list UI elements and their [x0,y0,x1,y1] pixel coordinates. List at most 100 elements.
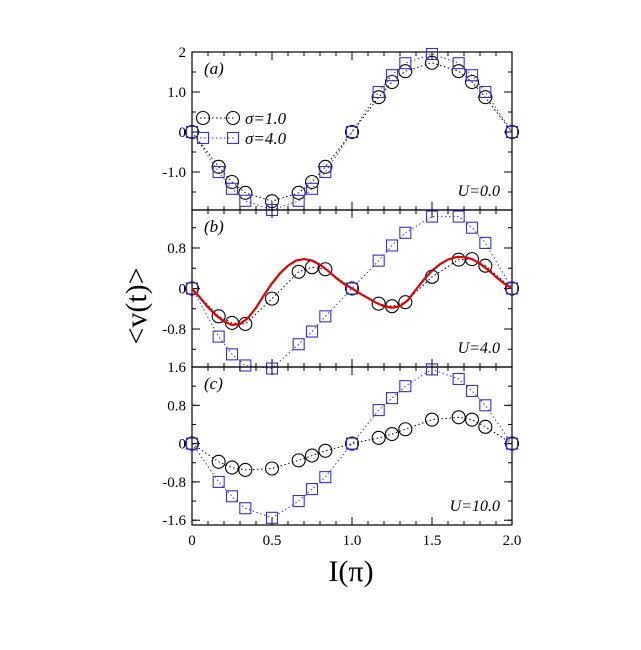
sigma4-series-point [292,495,305,508]
x-tick-label: 1.5 [423,533,442,549]
sigma4-series-point [452,372,465,386]
sigma1-series-point [238,185,253,200]
fit-curve-line [191,256,513,327]
legend-marker [225,110,241,126]
sigma4-series-point [465,69,479,82]
sigma1-series-point [371,430,386,445]
x-tick-label: 0 [188,533,196,549]
sigma4-series-point [225,182,239,195]
sigma1-series-point [384,74,400,90]
u-annotation: U=4.0 [458,340,500,357]
sigma1-series-point [304,448,320,463]
sigma4-series-point [225,348,239,361]
sigma4-series-point [372,254,385,267]
y-tick-label: 1.0 [167,85,186,101]
sigma4-series-point [345,437,359,450]
y-tick-label: 2 [179,45,187,61]
sigma1-series-point [264,291,280,306]
sigma1-series-point [291,264,306,279]
sigma1-series-point [371,296,386,311]
y-tick-label: -0.8 [162,322,186,338]
y-tick-label: 0.8 [167,398,186,414]
sigma1-series-point [264,461,280,476]
panel-3: 1.60.80-0.8-1.60 0.5 1.0 1.5 2.0(c)U=10.0 [162,360,521,549]
sigma1-series-point [478,419,493,434]
y-axis-title: <v(t)> [120,267,153,344]
sigma1-series-point [398,295,413,310]
sigma1-series-point [478,258,493,273]
sigma4-series-point [385,69,399,82]
sigma1-series-point [318,159,333,174]
panel-2: 0.8 0 -0.8 (b) U=4.0 [162,209,520,375]
sigma4-series-point [212,165,225,179]
sigma1-series-point [238,462,253,477]
legend-label: σ=1.0 [245,109,287,128]
panel-tag: (b) [204,217,224,236]
sigma4-series-point [425,210,439,223]
sigma1-series-point [478,90,493,105]
sigma1-series-point [304,174,320,190]
sigma1-series-point [384,426,400,442]
sigma4-series-point [465,384,479,397]
u-annotation: U=0.0 [458,183,500,200]
sigma4-series-point [305,182,319,195]
sigma1-series-point [504,436,520,451]
x-tick-label: 0.5 [263,533,282,549]
panel-1: 2 1.0 0 -1.0 (a) U=0.0 σ=1.0σ=4.0 [162,45,520,217]
sigma1-series-point [504,124,520,140]
y-tick-label: 0 [179,125,187,141]
sigma4-series-point [319,165,332,179]
sigma4-series-point [345,125,359,139]
sigma1-series-point [264,194,280,209]
panels: 2 1.0 0 -1.0 (a) U=0.0 σ=1.0σ=4.0 0.8 0 -0.8 (b) U=… [162,45,521,549]
sigma1-series-point [291,453,306,468]
sigma4-series-point [225,490,239,503]
sigma4-series-point [505,282,519,295]
sigma4-series-point [319,310,332,323]
sigma1-series-point [344,124,360,140]
sigma4-series-point [239,194,252,207]
sigma1-series-point [451,64,466,79]
sigma4-series-point [399,380,412,393]
sigma4-series-point [185,437,199,450]
sigma1-series-point [464,412,480,427]
sigma1-series-point [464,252,480,267]
legend-label: σ=4.0 [245,129,287,148]
sigma4-series-point [212,330,225,343]
sigma4-series-point [505,125,519,139]
sigma1-series-point [224,460,240,475]
sigma1-series-point [211,309,226,324]
sigma1-series-point [318,262,333,277]
legend-entry: σ=1.0 [195,109,287,128]
sigma1-series-point [451,410,466,425]
y-tick-label: 0 [179,437,187,453]
sigma4-series-line [191,53,513,211]
sigma4-series-point [479,85,492,99]
y-tick-label: -0.8 [162,475,186,491]
sigma4-series-point [292,338,305,351]
sigma4-series-point [479,236,492,249]
legend-marker [195,110,211,126]
sigma4-series-point [505,437,519,450]
sigma1-series-point [398,64,413,79]
sigma1-series-point [504,281,520,296]
sigma1-series-line [191,416,513,471]
sigma4-series-point [479,399,492,412]
legend-marker [196,131,210,145]
legend-marker [226,131,240,145]
x-tick-label: 1.0 [343,533,362,549]
sigma4-series-point [345,282,359,295]
sigma1-series-point [211,454,226,469]
sigma1-series-line [191,258,513,325]
sigma4-series-point [385,392,399,405]
panel-tag: (c) [204,374,223,393]
sigma4-series-point [292,194,305,207]
sigma4-series-point [265,511,279,524]
sigma1-series-point [291,185,306,200]
x-axis-title: I(π) [328,555,373,588]
sigma1-series-point [424,412,440,427]
sigma4-series-point [425,363,439,376]
sigma4-series-point [425,47,439,61]
panel-tag: (a) [204,59,224,78]
